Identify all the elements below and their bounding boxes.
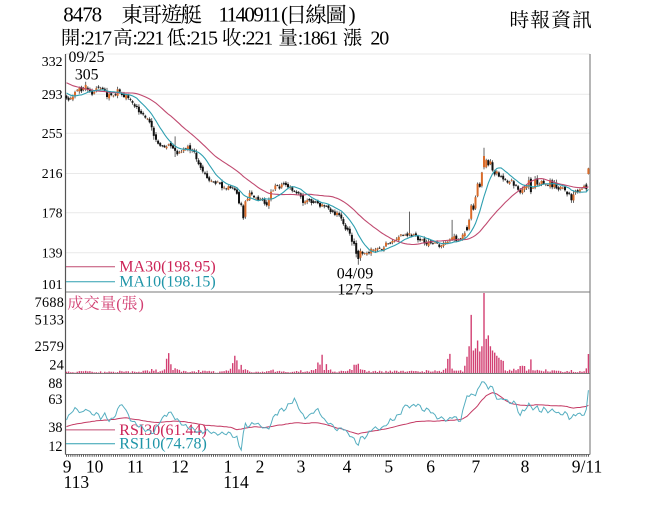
svg-text:): ) <box>139 296 144 313</box>
svg-text::221: :221 <box>241 27 272 49</box>
svg-text::221: :221 <box>132 27 163 49</box>
svg-text:4: 4 <box>343 457 352 477</box>
svg-text:11: 11 <box>127 457 144 477</box>
svg-text:38: 38 <box>48 420 62 436</box>
svg-text:09/25: 09/25 <box>69 49 105 66</box>
svg-text::1861: :1861 <box>298 27 338 49</box>
svg-text:88: 88 <box>48 376 62 392</box>
svg-text::215: :215 <box>186 27 218 49</box>
svg-text:255: 255 <box>42 126 63 141</box>
svg-text:8478: 8478 <box>63 3 101 27</box>
svg-text:5133: 5133 <box>35 313 65 329</box>
svg-text:7688: 7688 <box>35 295 65 311</box>
svg-text::217: :217 <box>80 27 112 49</box>
svg-text:1140911: 1140911 <box>219 3 281 27</box>
svg-text:332: 332 <box>42 54 63 69</box>
svg-text:RSI10(74.78): RSI10(74.78) <box>119 436 207 453</box>
svg-text:(: ( <box>281 3 288 27</box>
svg-text:63: 63 <box>48 392 62 408</box>
svg-text:24: 24 <box>49 358 64 374</box>
svg-text:3: 3 <box>297 457 306 477</box>
svg-text:04/09: 04/09 <box>337 266 373 283</box>
svg-text:101: 101 <box>42 277 63 292</box>
svg-text:RSI30(61.44): RSI30(61.44) <box>119 422 207 439</box>
svg-text:12: 12 <box>171 457 189 477</box>
svg-text:113: 113 <box>63 472 89 492</box>
svg-text:2: 2 <box>256 457 265 477</box>
svg-text:305: 305 <box>75 67 99 84</box>
svg-text:12: 12 <box>48 439 62 455</box>
svg-text:9: 9 <box>63 457 72 477</box>
svg-text:5: 5 <box>384 457 393 477</box>
svg-text:MA10(198.15): MA10(198.15) <box>119 274 215 291</box>
svg-text:MA30(198.95): MA30(198.95) <box>119 259 215 276</box>
svg-text:114: 114 <box>223 472 249 492</box>
svg-text:9/11: 9/11 <box>572 457 602 477</box>
svg-text:6: 6 <box>426 457 435 477</box>
svg-text:7: 7 <box>472 457 481 477</box>
svg-text:10: 10 <box>86 457 104 477</box>
svg-text:293: 293 <box>42 87 63 102</box>
svg-text:2579: 2579 <box>35 339 65 355</box>
svg-text:): ) <box>349 3 356 27</box>
svg-text:127.5: 127.5 <box>337 281 373 298</box>
svg-text:8: 8 <box>521 457 530 477</box>
svg-text:1: 1 <box>224 457 233 477</box>
svg-text:139: 139 <box>42 246 63 261</box>
svg-text:20: 20 <box>370 27 389 49</box>
svg-text:216: 216 <box>42 166 63 181</box>
svg-text:178: 178 <box>42 205 63 220</box>
svg-text:(: ( <box>116 296 121 313</box>
